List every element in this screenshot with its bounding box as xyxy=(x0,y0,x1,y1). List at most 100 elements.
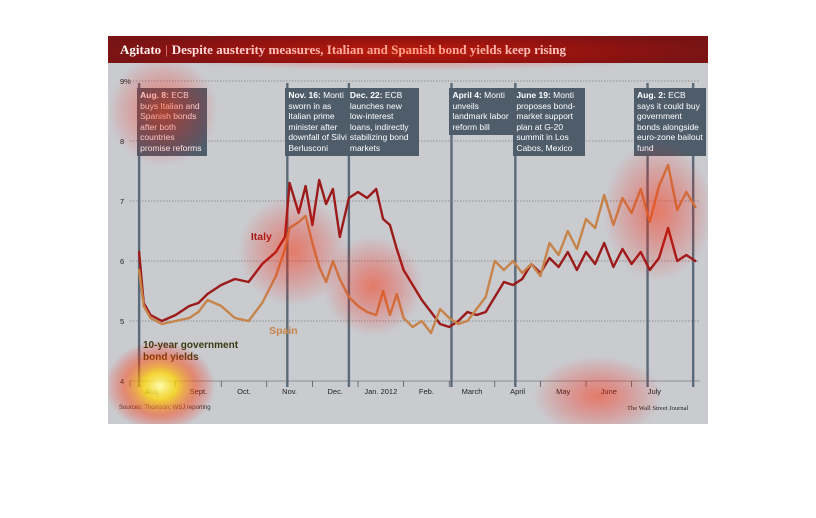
x-tick-label: Aug. xyxy=(145,387,160,396)
data-point-spain xyxy=(430,332,432,334)
y-tick-label: 4 xyxy=(120,377,124,386)
data-point-spain xyxy=(284,248,286,250)
data-point-italy xyxy=(557,266,560,268)
publisher-credit: The Wall Street Journal xyxy=(627,405,689,412)
data-point-italy xyxy=(566,251,569,253)
data-point-italy xyxy=(493,296,496,298)
data-point-italy xyxy=(197,302,200,304)
data-point-italy xyxy=(311,224,314,226)
data-point-spain xyxy=(297,221,300,223)
data-point-italy xyxy=(658,257,660,259)
data-point-italy xyxy=(521,278,524,280)
x-tick-label: June xyxy=(601,387,617,396)
data-point-spain xyxy=(206,299,209,301)
data-point-spain xyxy=(395,293,398,295)
data-point-italy xyxy=(621,248,624,250)
title-separator: | xyxy=(165,42,168,57)
data-point-italy xyxy=(297,212,300,214)
data-point-italy xyxy=(484,311,487,313)
data-point-italy xyxy=(630,263,633,265)
annotation-box: Aug. 8: ECB buys Italian and Spanish bon… xyxy=(137,88,208,156)
data-point-spain xyxy=(382,290,384,292)
data-point-spain xyxy=(512,260,514,262)
data-point-italy xyxy=(575,269,578,271)
x-tick-label: May xyxy=(556,387,570,396)
y-tick-label: 6 xyxy=(120,257,124,266)
y-tick-label: 5 xyxy=(120,317,124,326)
annotation-box: Nov. 16: Monti sworn in as Italian prime… xyxy=(285,88,358,156)
data-point-spain xyxy=(475,308,478,310)
annotation-box: April 4: Monti unveils landmark labor re… xyxy=(449,88,514,135)
data-point-spain xyxy=(318,266,321,268)
data-point-spain xyxy=(557,254,560,256)
data-point-spain xyxy=(402,317,405,319)
chart-title: Agitato xyxy=(120,42,162,57)
data-point-spain xyxy=(466,320,469,322)
data-point-italy xyxy=(220,284,223,286)
data-point-spain xyxy=(325,281,327,283)
data-point-italy xyxy=(325,203,327,205)
data-point-italy xyxy=(382,218,384,220)
x-tick-label: Sept. xyxy=(190,387,208,396)
data-point-spain xyxy=(630,212,633,214)
x-tick-label: July xyxy=(648,387,662,396)
data-point-italy xyxy=(457,320,460,322)
data-point-italy xyxy=(648,269,651,271)
data-point-italy xyxy=(503,281,505,283)
data-point-italy xyxy=(375,188,378,190)
data-point-italy xyxy=(512,284,514,286)
data-point-spain xyxy=(603,194,606,196)
data-point-spain xyxy=(530,263,533,265)
x-tick-label: Dec. xyxy=(327,387,342,396)
data-point-italy xyxy=(188,305,191,307)
data-point-spain xyxy=(639,188,642,190)
data-point-spain xyxy=(648,221,651,223)
annotation-text: ECB launches new low-interest loans, ind… xyxy=(349,90,409,153)
chart-figure: Agitato | Despite austerity measures, Ital… xyxy=(108,36,708,424)
series-label-italy: Italy xyxy=(251,231,272,243)
data-point-italy xyxy=(357,191,359,193)
data-point-spain xyxy=(457,323,460,325)
x-tick-label: March xyxy=(462,387,483,396)
data-point-spain xyxy=(566,230,569,232)
data-point-spain xyxy=(389,314,391,316)
data-point-italy xyxy=(304,185,307,187)
data-point-spain xyxy=(521,272,524,274)
data-point-italy xyxy=(411,284,414,286)
annotation-text: Monti proposes bond-market support plan … xyxy=(516,90,576,153)
source-note: Sources: Thomson; WSJ reporting xyxy=(119,405,211,411)
data-point-italy xyxy=(233,278,236,280)
data-point-spain xyxy=(304,215,307,217)
data-point-italy xyxy=(138,251,141,253)
annotation-box: Dec. 22: ECB launches new low-interest l… xyxy=(346,88,419,156)
data-point-italy xyxy=(448,326,451,328)
data-point-spain xyxy=(503,269,505,271)
data-point-spain xyxy=(548,242,551,244)
data-point-spain xyxy=(658,185,660,187)
y-tick-label: 9% xyxy=(120,77,131,86)
data-point-spain xyxy=(694,206,697,208)
y-tick-label: 8 xyxy=(120,137,124,146)
data-point-spain xyxy=(594,227,597,229)
data-point-spain xyxy=(484,296,487,298)
data-point-italy xyxy=(685,254,688,256)
data-point-spain xyxy=(575,248,578,250)
data-point-italy xyxy=(174,314,177,316)
annotation-box: Aug. 2: ECB says it could buy government… xyxy=(634,88,706,156)
data-point-spain xyxy=(332,260,334,262)
data-point-italy xyxy=(161,320,163,322)
data-point-spain xyxy=(366,311,369,313)
data-point-spain xyxy=(197,311,200,313)
data-point-spain xyxy=(311,242,314,244)
chart-title-bar: Agitato | Despite austerity measures, Ital… xyxy=(108,36,708,63)
data-point-spain xyxy=(676,209,679,211)
series-line-italy xyxy=(137,178,697,329)
data-point-spain xyxy=(667,164,669,166)
data-point-spain xyxy=(493,260,496,262)
data-point-italy xyxy=(261,263,264,265)
data-point-italy xyxy=(206,293,209,295)
data-point-spain xyxy=(375,314,378,316)
annotation-text: Monti unveils landmark labor reform bill xyxy=(452,90,509,132)
data-point-spain xyxy=(138,269,141,271)
annotation-date: April 4: xyxy=(452,90,482,100)
